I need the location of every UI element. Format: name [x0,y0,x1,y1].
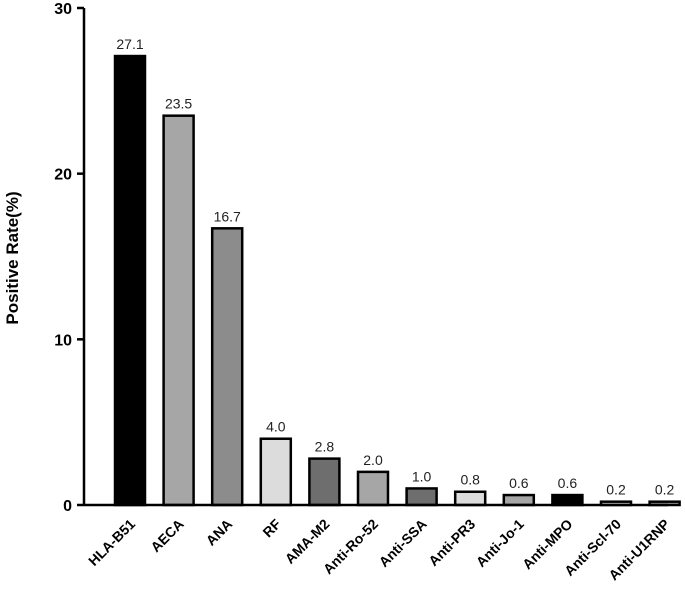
bar [551,493,584,507]
bar [453,490,487,507]
x-axis-labels: HLA-B51 AECA ANA RFAMA-M2Anti-Ro-52Anti-SSA… [85,515,673,583]
data-label: 2.0 [363,452,383,468]
data-label: 0.6 [509,475,529,491]
y-tick-label: 30 [54,1,72,18]
data-label: 0.6 [558,475,578,491]
data-labels: 27.1 23.5 16.7 4.0 2.8 2.0 1.0 0.8 0.6 0.6 0.2 0.2 [116,36,674,498]
bar [162,114,195,507]
x-category-label: Anti-SSA [376,516,430,570]
data-label: 16.7 [214,208,241,224]
data-label: 2.8 [315,439,335,455]
y-axis-title: Positive Rate(%) [3,191,22,324]
x-category-label: AECA [147,516,186,555]
data-label: 0.2 [606,482,626,498]
y-tick-label: 0 [63,498,72,515]
y-tick-label: 10 [54,332,72,349]
bar [356,470,390,507]
data-label: 0.2 [655,482,675,498]
x-category-label: Anti-PR3 [425,516,478,569]
bar [113,54,147,507]
data-label: 0.8 [460,472,480,488]
x-category-label: AMA-M2 [282,516,333,567]
bar [405,487,438,507]
bar [259,437,293,507]
y-tick-label: 20 [54,167,72,184]
data-label: 23.5 [165,96,192,112]
bar [210,227,244,507]
data-label: 4.0 [266,419,286,435]
bar-series [113,54,681,507]
x-category-label: HLA-B51 [85,516,138,569]
data-label: 27.1 [116,36,143,52]
y-axis-ticks: 0 10 20 30 [54,1,84,515]
data-label: 1.0 [412,468,432,484]
bar [308,457,341,507]
bar [502,493,536,507]
x-category-label: ANA [203,516,236,549]
x-category-label: RF [259,515,284,540]
